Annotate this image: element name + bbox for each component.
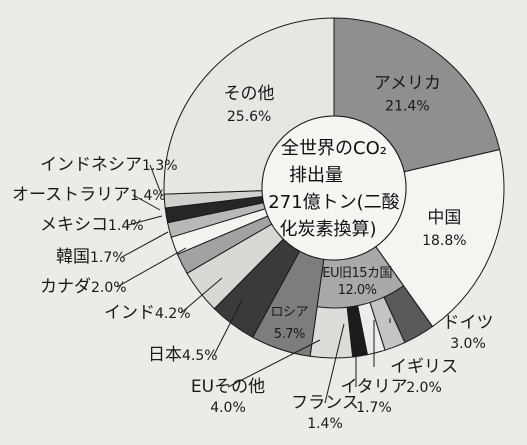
center-line-1: 全世界のCO₂	[281, 138, 387, 159]
leader-10	[116, 247, 187, 288]
center-line-2: 排出量	[289, 165, 343, 186]
center-text: 全世界のCO₂ 排出量 271億トン(二酸 化炭素換算)	[268, 138, 399, 240]
label-value-15: 25.6%	[227, 109, 271, 125]
slice-labels: アメリカ 21.4% 中国 18.8% ドイツ 3.0% イギリス 2.0%イタリア 1.7%フ…	[12, 74, 494, 432]
label-name-4: イタリア	[340, 377, 407, 397]
leader-14	[149, 164, 163, 197]
center-line-4: 化炭素換算)	[279, 219, 376, 240]
center-line-3: 271億トン(二酸	[268, 192, 399, 213]
label-11: 韓国1.7%	[56, 247, 126, 267]
leader-6	[227, 339, 321, 388]
label-8: 日本4.5%	[148, 345, 218, 365]
label-name-3: イギリス	[390, 357, 458, 377]
label-value-0: 21.4%	[385, 99, 429, 115]
label-value-5: 1.4%	[307, 416, 343, 432]
label-13: オーストラリア1.4%	[12, 185, 166, 205]
label-name-5: フランス	[291, 393, 359, 413]
label-value-4: 1.7%	[356, 400, 392, 416]
leader-13	[132, 194, 161, 211]
label-value-1: 18.8%	[422, 233, 466, 249]
eu-group-ring: EU旧15カ国 12.0%	[316, 245, 405, 309]
leader-5	[324, 323, 345, 404]
leader-12	[127, 215, 163, 226]
donut-hole	[261, 115, 407, 261]
eu-group-name: EU旧15カ国	[322, 266, 392, 281]
label-name-0: アメリカ	[374, 74, 441, 94]
leader-lines	[116, 164, 391, 404]
label-name-7: ロシア	[271, 305, 309, 320]
label-14: インドネシア1.3%	[40, 155, 178, 175]
label-name-1: 中国	[427, 208, 461, 228]
leader-8	[213, 299, 243, 356]
label-name-2: ドイツ	[443, 313, 494, 333]
label-value-3: 2.0%	[406, 380, 442, 396]
label-value-7: 5.7%	[274, 327, 305, 342]
label-9: インド4.2%	[104, 303, 191, 323]
leader-9	[180, 277, 223, 314]
label-value-6: 4.0%	[210, 400, 246, 416]
eu-group-value: 12.0%	[338, 283, 377, 298]
label-value-2: 3.0%	[450, 336, 486, 352]
label-10: カナダ2.0%	[40, 277, 127, 297]
label-name-6: EUその他	[191, 377, 265, 397]
label-12: メキシコ1.4%	[40, 215, 144, 235]
label-name-15: その他	[224, 84, 275, 104]
leader-11	[121, 231, 169, 258]
